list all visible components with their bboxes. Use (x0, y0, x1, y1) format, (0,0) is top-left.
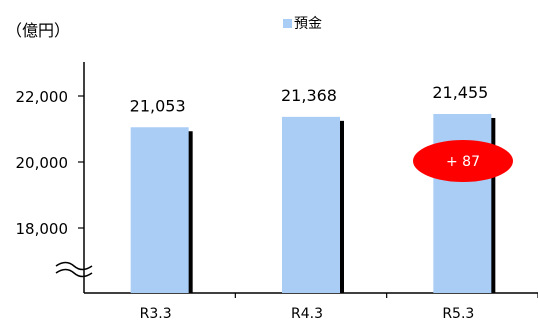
bar-R3.3 (130, 127, 189, 293)
legend-label: 預金 (294, 16, 322, 32)
data-label: 21,368 (281, 86, 337, 105)
axis-break-icon (55, 261, 93, 278)
badge-ellipse (413, 140, 513, 182)
unit-label: （億円） (6, 21, 70, 40)
y-tick-label: 18,000 (16, 220, 69, 238)
x-tick-label: R3.3 (140, 306, 172, 322)
x-tick-label: R4.3 (291, 306, 323, 322)
badge-text: + 87 (446, 154, 480, 170)
y-tick-label: 20,000 (16, 154, 69, 172)
data-label: 21,053 (130, 96, 186, 115)
bar-R4.3 (282, 116, 340, 293)
change-badge: + 87 (413, 140, 513, 182)
y-ticks: 18,000 20,000 22,000 (16, 88, 84, 238)
x-tick-labels: R3.3 R4.3 R5.3 (140, 306, 475, 322)
data-labels: 21,053 21,368 21,455 (130, 83, 489, 115)
legend: 預金 (283, 16, 322, 32)
legend-swatch (283, 19, 292, 28)
y-tick-label: 22,000 (16, 88, 69, 106)
x-ticks (234, 293, 538, 298)
bars (130, 113, 496, 293)
x-tick-label: R5.3 (442, 306, 474, 322)
data-label: 21,455 (432, 83, 488, 102)
